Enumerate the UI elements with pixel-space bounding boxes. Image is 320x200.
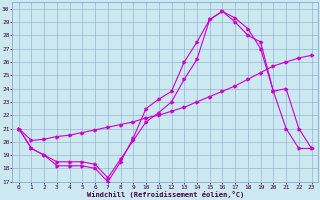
X-axis label: Windchill (Refroidissement éolien,°C): Windchill (Refroidissement éolien,°C) xyxy=(86,191,244,198)
